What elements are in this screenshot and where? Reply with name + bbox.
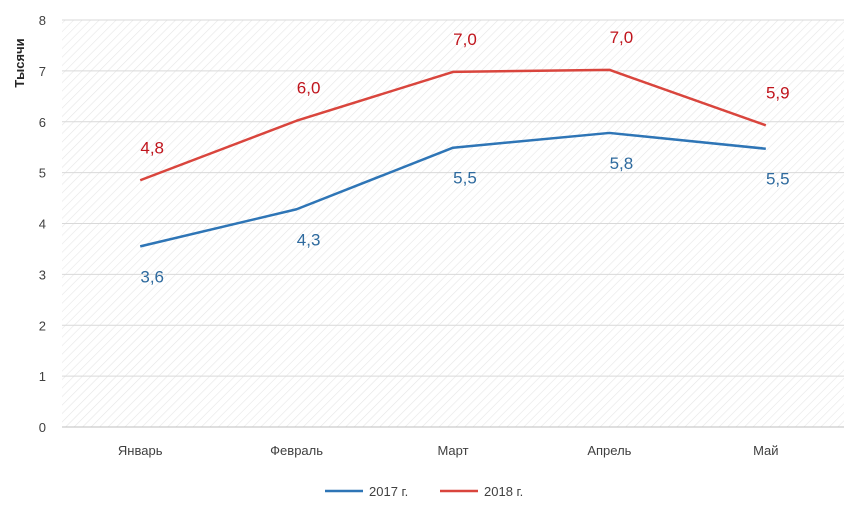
data-label: 4,8 [140, 138, 164, 157]
y-tick-label: 6 [39, 115, 46, 130]
data-label: 7,0 [610, 28, 634, 47]
series-line-2017 [139, 131, 766, 248]
data-label: 5,8 [610, 154, 634, 173]
x-tick-label: Май [753, 443, 778, 458]
y-tick-label: 1 [39, 369, 46, 384]
legend-label-2017: 2017 г. [369, 484, 408, 499]
x-tick-label: Январь [118, 443, 163, 458]
y-tick-label: 2 [39, 318, 46, 333]
data-label: 3,6 [140, 267, 164, 286]
legend: 2017 г. 2018 г. [325, 484, 523, 499]
x-tick-label: Апрель [587, 443, 631, 458]
data-label: 5,5 [453, 169, 477, 188]
legend-label-2018: 2018 г. [484, 484, 523, 499]
data-label: 5,9 [766, 83, 790, 102]
y-tick-label: 8 [39, 13, 46, 28]
y-tick-label: 5 [39, 166, 46, 181]
y-tick-label: 0 [39, 420, 46, 435]
y-tick-label: 3 [39, 267, 46, 282]
data-label: 5,5 [766, 170, 790, 189]
x-tick-label: Март [437, 443, 468, 458]
data-label: 7,0 [453, 30, 477, 49]
y-tick-label: 7 [39, 64, 46, 79]
data-label: 6,0 [297, 79, 321, 98]
y-axis-label: Тысячи [12, 38, 27, 87]
y-tick-label: 4 [39, 217, 46, 232]
data-label: 4,3 [297, 230, 321, 249]
series-line-2018 [139, 68, 767, 182]
x-tick-label: Февраль [270, 443, 323, 458]
